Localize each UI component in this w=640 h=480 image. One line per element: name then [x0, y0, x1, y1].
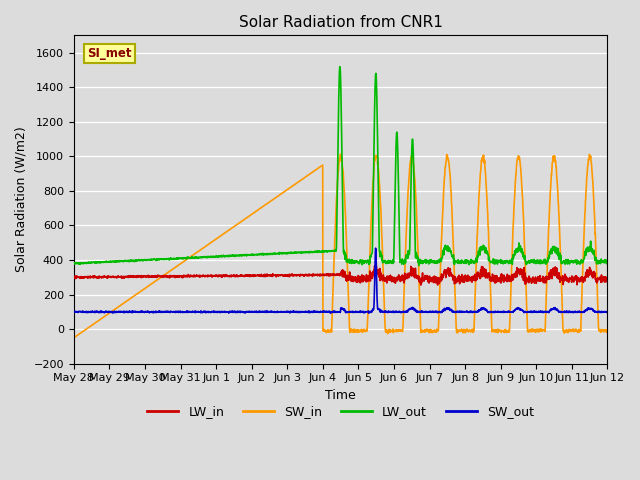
SW_in: [496, 327, 504, 333]
LW_in: [417, 282, 425, 288]
SW_in: [557, 251, 564, 256]
LW_in: [572, 273, 579, 279]
SW_out: [365, 311, 372, 316]
SW_in: [368, 206, 376, 212]
Title: Solar Radiation from CNR1: Solar Radiation from CNR1: [239, 15, 442, 30]
LW_out: [356, 259, 364, 264]
Line: SW_in: SW_in: [74, 154, 607, 338]
X-axis label: Time: Time: [325, 389, 356, 402]
LW_out: [496, 259, 504, 264]
LW_in: [372, 263, 380, 269]
Line: LW_out: LW_out: [74, 67, 607, 265]
Legend: LW_in, SW_in, LW_out, SW_out: LW_in, SW_in, LW_out, SW_out: [142, 400, 539, 423]
SW_in: [604, 330, 611, 336]
SW_in: [356, 328, 364, 334]
SW_out: [368, 308, 376, 314]
SW_out: [372, 245, 380, 251]
Line: SW_out: SW_out: [74, 248, 607, 313]
LW_out: [604, 260, 611, 265]
SW_out: [356, 309, 364, 315]
LW_in: [70, 275, 77, 280]
Line: LW_in: LW_in: [74, 266, 607, 285]
SW_out: [557, 310, 564, 315]
LW_out: [219, 253, 227, 259]
LW_in: [356, 278, 364, 284]
SW_out: [572, 309, 579, 315]
LW_in: [604, 274, 611, 280]
LW_out: [415, 263, 422, 268]
SW_out: [604, 310, 611, 315]
LW_out: [336, 64, 344, 70]
Y-axis label: Solar Radiation (W/m2): Solar Radiation (W/m2): [15, 127, 28, 273]
SW_in: [219, 232, 227, 238]
Text: SI_met: SI_met: [87, 47, 132, 60]
LW_out: [70, 261, 77, 266]
LW_in: [367, 270, 375, 276]
LW_in: [219, 273, 227, 278]
LW_out: [557, 255, 564, 261]
SW_out: [219, 309, 227, 315]
SW_out: [496, 309, 504, 315]
SW_in: [337, 151, 344, 157]
LW_in: [496, 279, 504, 285]
SW_in: [572, 328, 579, 334]
LW_out: [572, 257, 579, 263]
SW_in: [70, 335, 77, 341]
LW_in: [557, 276, 564, 282]
SW_out: [70, 310, 77, 315]
LW_out: [368, 251, 376, 257]
